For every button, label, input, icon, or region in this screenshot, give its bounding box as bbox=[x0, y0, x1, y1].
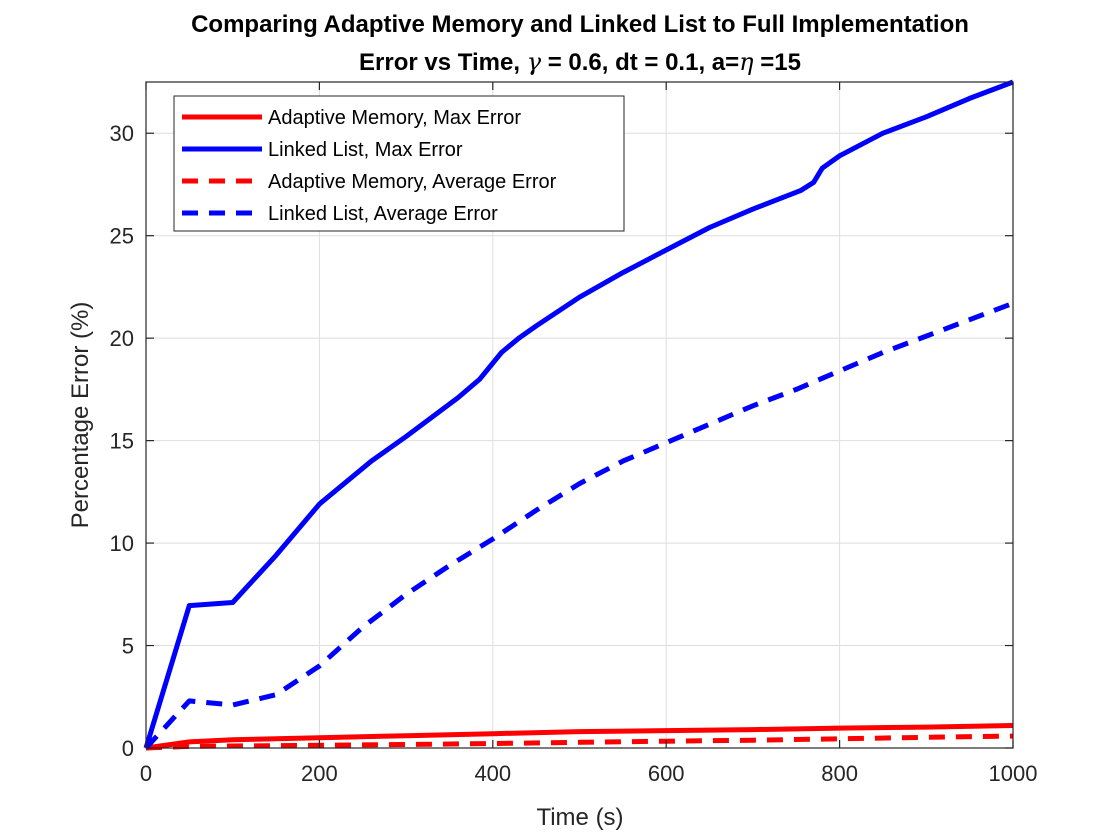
ticks bbox=[145, 82, 1014, 749]
chart-title-line1: Comparing Adaptive Memory and Linked Lis… bbox=[191, 11, 969, 38]
y-axis-label: Percentage Error (%) bbox=[67, 302, 94, 529]
series-line-adaptive-memory-average-error bbox=[145, 733, 1014, 751]
legend-label: Linked List, Max Error bbox=[268, 139, 463, 161]
title-prefix: Error vs Time, bbox=[359, 49, 527, 76]
tick-labels: 0 200 400 600 800 1000 0 5 10 15 20 25 30 bbox=[110, 121, 1038, 786]
series-line-adaptive-memory-max-error bbox=[145, 723, 1014, 751]
title-suffix: =15 bbox=[754, 49, 801, 76]
y-tick-label: 20 bbox=[110, 326, 134, 351]
x-tick-label: 200 bbox=[301, 761, 338, 786]
x-tick-label: 0 bbox=[140, 761, 152, 786]
series-line-linked-list-average-error bbox=[144, 300, 1014, 750]
y-tick-label: 30 bbox=[110, 121, 134, 146]
legend-label: Adaptive Memory, Average Error bbox=[268, 171, 557, 193]
title-gamma-part: = 0.6, dt = 0.1, a= bbox=[541, 49, 739, 76]
eta-symbol: η bbox=[739, 48, 754, 76]
series-layer bbox=[143, 79, 1014, 751]
y-tick-label: 25 bbox=[110, 224, 134, 249]
x-tick-label: 800 bbox=[821, 761, 858, 786]
y-tick-label: 15 bbox=[110, 429, 134, 454]
y-tick-label: 0 bbox=[122, 736, 134, 761]
y-tick-label: 10 bbox=[110, 531, 134, 556]
plot-area-box bbox=[145, 81, 1014, 749]
legend: Adaptive Memory, Max Error Linked List, M… bbox=[173, 95, 625, 232]
legend-label: Adaptive Memory, Max Error bbox=[268, 107, 521, 129]
x-axis-label: Time (s) bbox=[536, 804, 623, 831]
x-tick-label: 1000 bbox=[989, 761, 1038, 786]
gamma-symbol: γ bbox=[527, 48, 542, 76]
legend-label: Linked List, Average Error bbox=[268, 203, 498, 225]
x-tick-label: 600 bbox=[648, 761, 685, 786]
series-line-linked-list-max-error bbox=[143, 79, 1014, 749]
chart-title-line2: Error vs Time, γ = 0.6, dt = 0.1, a=η =1… bbox=[359, 48, 801, 76]
x-tick-label: 400 bbox=[474, 761, 511, 786]
y-tick-label: 5 bbox=[122, 634, 134, 659]
